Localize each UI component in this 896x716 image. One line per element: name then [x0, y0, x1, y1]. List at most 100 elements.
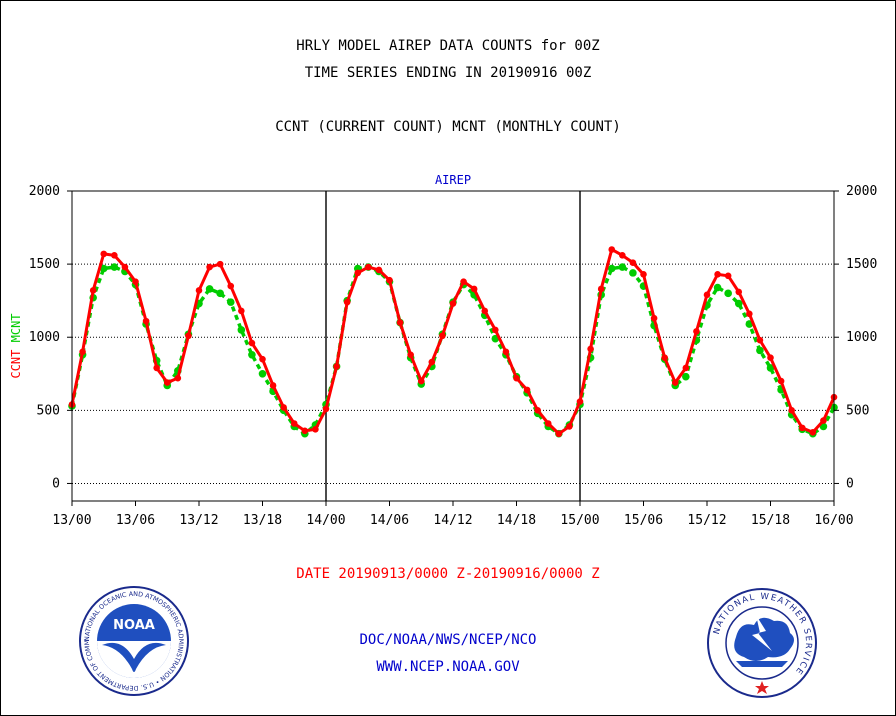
point-ccnt-59	[693, 328, 700, 335]
point-ccnt-43	[523, 386, 531, 394]
point-ccnt-68	[788, 407, 795, 414]
point-ccnt-27	[354, 269, 362, 277]
point-mcnt-66	[766, 364, 775, 372]
point-ccnt-55	[650, 314, 658, 322]
point-ccnt-34	[428, 358, 436, 366]
point-ccnt-69	[798, 424, 806, 432]
point-ccnt-49	[587, 345, 594, 353]
chart-subtitle: CCNT (CURRENT COUNT) MCNT (MONTHLY COUNT…	[275, 119, 621, 135]
point-ccnt-53	[629, 259, 637, 266]
point-ccnt-31	[396, 319, 404, 326]
point-ccnt-54	[640, 271, 647, 278]
ytick-label-right-500: 500	[846, 403, 869, 418]
point-ccnt-35	[439, 332, 446, 340]
point-ccnt-32	[407, 351, 414, 359]
chart-title-line1: HRLY MODEL AIREP DATA COUNTS for 00Z	[296, 38, 600, 54]
point-ccnt-12	[195, 287, 203, 294]
point-ccnt-58	[682, 364, 690, 372]
nws-logo: NATIONAL WEATHER SERVICE	[707, 588, 817, 698]
point-ccnt-38	[470, 285, 478, 293]
point-ccnt-61	[714, 271, 721, 278]
point-ccnt-46	[555, 430, 563, 438]
point-mcnt-58	[682, 372, 690, 381]
point-mcnt-62	[724, 289, 732, 298]
point-mcnt-52	[618, 263, 627, 271]
point-ccnt-70	[809, 428, 817, 436]
point-ccnt-20	[280, 404, 287, 411]
point-ccnt-29	[375, 266, 383, 274]
ytick-label-left-500: 500	[37, 403, 60, 418]
point-mcnt-15	[226, 298, 235, 306]
xtick-label-54: 15/06	[624, 513, 663, 528]
noaa-logo: NATIONAL OCEANIC AND ATMOSPHERIC ADMINIS…	[78, 585, 189, 696]
ytick-label-left-1500: 1500	[29, 257, 60, 272]
series-line-ccnt	[70, 247, 836, 436]
point-ccnt-42	[513, 374, 520, 382]
point-ccnt-28	[365, 263, 372, 271]
point-ccnt-24	[322, 405, 330, 413]
point-ccnt-50	[597, 285, 605, 293]
point-ccnt-41	[502, 348, 510, 356]
org-label: DOC/NOAA/NWS/NCEP/NCO	[359, 632, 537, 648]
point-ccnt-37	[460, 278, 467, 285]
point-ccnt-10	[174, 374, 182, 382]
xtick-label-36: 14/12	[433, 513, 472, 528]
point-ccnt-9	[163, 379, 171, 386]
point-ccnt-62	[724, 272, 732, 280]
panel-title: AIREP	[435, 173, 471, 187]
series-layer	[68, 246, 838, 438]
point-ccnt-51	[608, 246, 616, 253]
noaa-wordmark: NOAA	[113, 618, 155, 633]
xtick-label-48: 15/00	[560, 513, 599, 528]
point-mcnt-53	[629, 269, 637, 277]
point-ccnt-44	[534, 407, 541, 414]
xtick-label-24: 14/00	[306, 513, 345, 528]
ncep-link[interactable]: WWW.NCEP.NOAA.GOV	[376, 659, 520, 675]
grid-layer	[72, 191, 834, 501]
point-mcnt-51	[607, 264, 616, 273]
xtick-label-42: 14/18	[497, 513, 536, 528]
point-ccnt-60	[703, 291, 711, 299]
point-mcnt-17	[248, 350, 256, 359]
point-mcnt-61	[713, 283, 722, 292]
point-ccnt-13	[206, 263, 213, 271]
point-ccnt-45	[544, 420, 552, 427]
point-ccnt-3	[100, 250, 108, 258]
point-ccnt-57	[671, 379, 679, 386]
xtick-label-12: 13/12	[179, 513, 218, 528]
point-ccnt-30	[386, 276, 393, 284]
point-ccnt-47	[566, 423, 573, 430]
point-ccnt-63	[735, 288, 743, 296]
ytick-label-right-0: 0	[846, 476, 854, 491]
ytick-label-left-1000: 1000	[29, 330, 60, 345]
point-ccnt-17	[248, 339, 256, 347]
point-mcnt-63	[734, 299, 743, 308]
point-mcnt-18	[258, 369, 267, 378]
point-ccnt-36	[449, 300, 457, 307]
xtick-label-60: 15/12	[687, 513, 726, 528]
point-ccnt-11	[185, 332, 192, 340]
point-ccnt-64	[746, 310, 753, 318]
point-mcnt-4	[110, 263, 119, 271]
ytick-label-left-2000: 2000	[29, 184, 60, 199]
point-ccnt-6	[132, 278, 139, 285]
point-ccnt-4	[111, 252, 118, 259]
ytick-label-right-2000: 2000	[846, 184, 877, 199]
point-ccnt-26	[343, 298, 351, 306]
point-mcnt-14	[216, 289, 224, 298]
point-ccnt-33	[417, 377, 425, 385]
axis-layer: 0 0 500 500 1000 1000 1500 1500 2000 2000 13/00 13/…	[9, 173, 877, 528]
xtick-label-72: 16/00	[814, 513, 853, 528]
point-ccnt-7	[142, 317, 150, 325]
point-ccnt-25	[333, 363, 340, 370]
point-ccnt-14	[216, 260, 224, 268]
date-range-label: DATE 20190913/0000 Z-20190916/0000 Z	[296, 566, 600, 582]
point-ccnt-56	[661, 354, 668, 361]
point-mcnt-13	[205, 285, 214, 293]
point-ccnt-19	[269, 382, 277, 389]
point-ccnt-21	[290, 420, 298, 427]
point-mcnt-65	[756, 346, 764, 355]
point-ccnt-1	[79, 348, 86, 356]
xtick-label-18: 13/18	[243, 513, 282, 528]
ytick-label-right-1500: 1500	[846, 257, 877, 272]
